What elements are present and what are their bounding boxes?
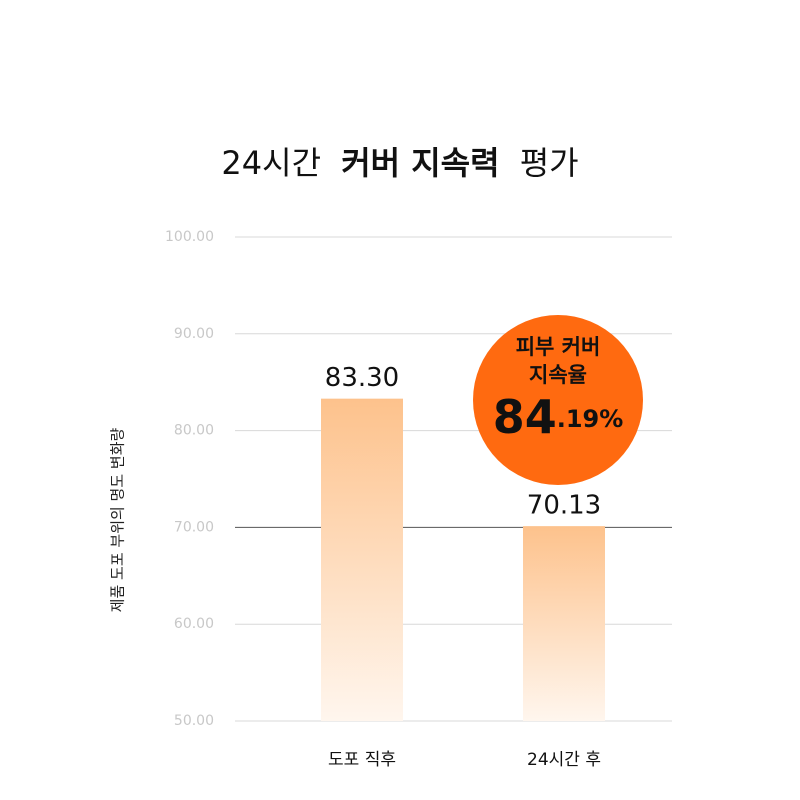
chart-title: 24시간 커버 지속력 평가 (221, 144, 578, 182)
annotation-value-int: 84 (493, 390, 557, 444)
annotation-text: 피부 커버 (516, 335, 601, 359)
annotation-text: 지속율 (529, 363, 587, 387)
bar (523, 526, 605, 721)
y-tick-label: 60.00 (174, 616, 214, 632)
x-tick-label: 24시간 후 (527, 750, 601, 770)
bar (321, 398, 403, 721)
x-tick-label: 도포 직후 (328, 750, 396, 770)
y-tick-label: 80.00 (174, 423, 214, 439)
value-label: 70.13 (527, 491, 601, 521)
y-tick-label: 100.00 (165, 229, 214, 245)
y-axis-label: 제품 도포 부위의 명도 변화량 (109, 427, 127, 612)
title-part: 24시간 (221, 144, 321, 182)
y-tick-label: 70.00 (174, 519, 214, 535)
y-tick-label: 90.00 (174, 326, 214, 342)
y-tick-label: 50.00 (174, 713, 214, 729)
value-label: 83.30 (325, 363, 399, 393)
annotation-value-dec: .19% (557, 405, 624, 433)
title-part: 평가 (520, 144, 579, 182)
annotation-value: 84.19% (493, 390, 624, 444)
title-part: 커버 지속력 (341, 144, 499, 182)
annotation-circle (473, 315, 643, 485)
